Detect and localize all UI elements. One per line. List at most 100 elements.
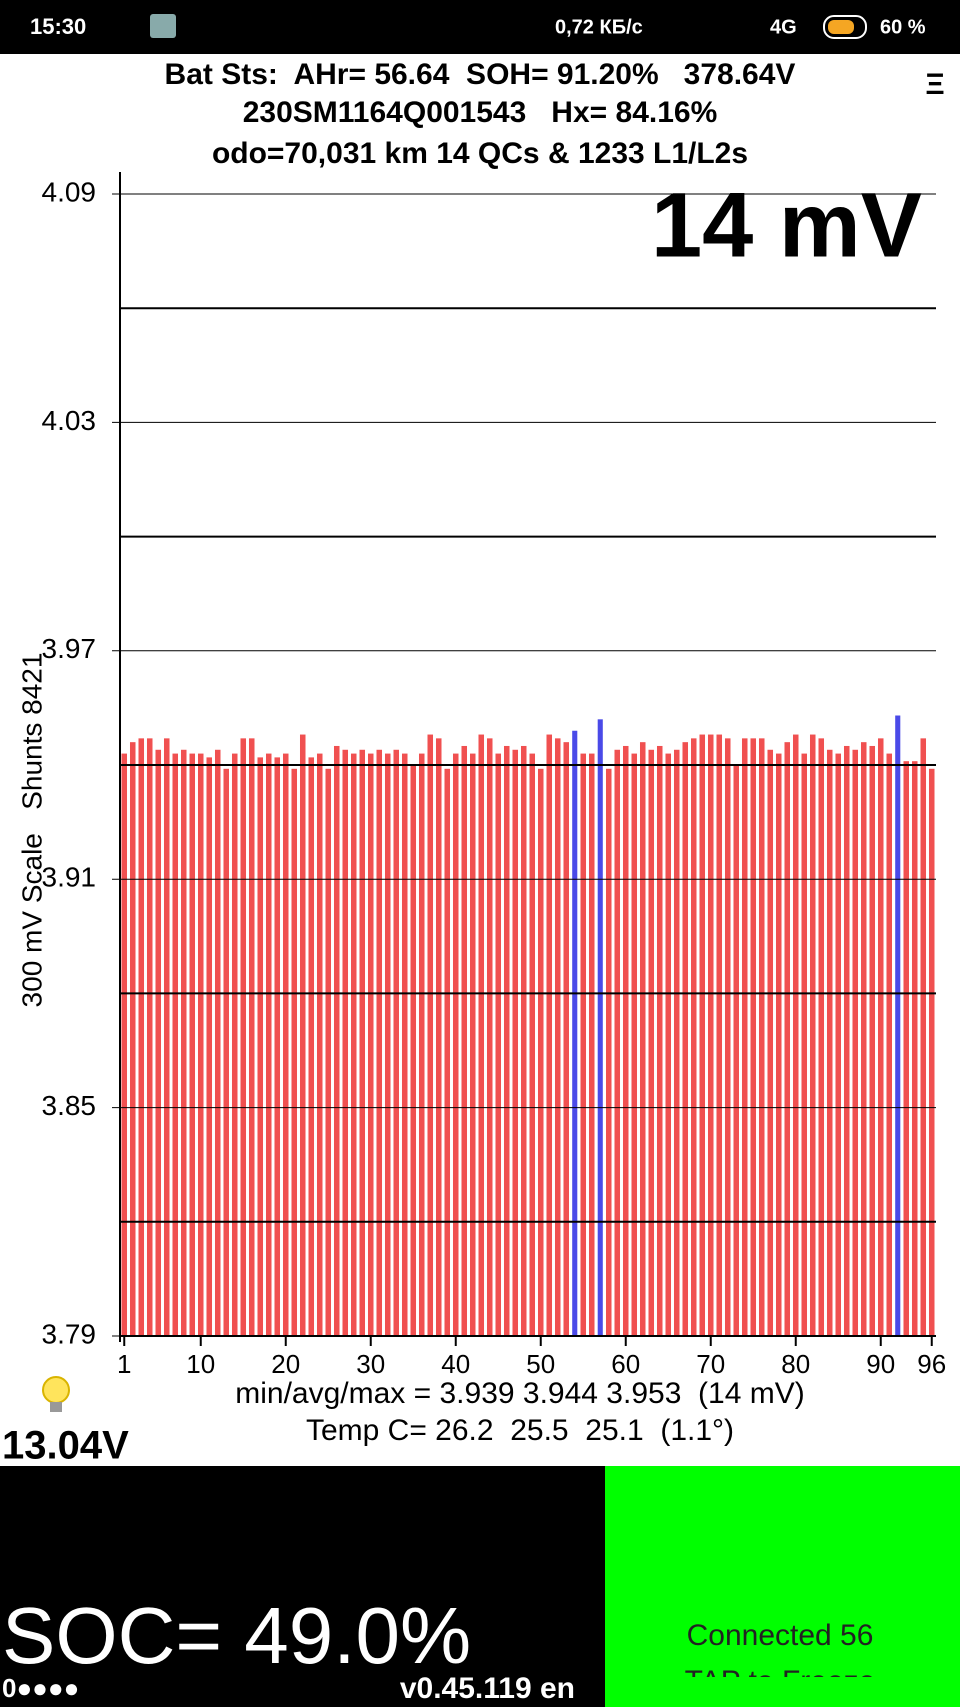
- bar: [367, 753, 374, 1336]
- bar: [920, 738, 927, 1336]
- bar: [469, 753, 476, 1336]
- x-tick-label: 30: [356, 1349, 385, 1379]
- menu-button[interactable]: Ξ: [925, 68, 944, 101]
- soc: SOC= 49.0%: [2, 1591, 471, 1680]
- bar: [750, 738, 757, 1336]
- status-bar: [0, 0, 960, 54]
- y-tick-label: 3.79: [42, 1318, 97, 1349]
- battery-percent: 60 %: [880, 16, 926, 38]
- bar: [572, 730, 578, 1336]
- bar: [189, 753, 196, 1336]
- bar: [478, 734, 485, 1336]
- bar: [384, 753, 391, 1336]
- bar: [129, 742, 136, 1336]
- bar: [656, 745, 663, 1336]
- bar: [308, 757, 315, 1336]
- bar: [342, 749, 349, 1336]
- delta-label: 14 mV: [651, 174, 922, 276]
- bar: [155, 749, 162, 1336]
- bar: [767, 749, 774, 1336]
- bar: [291, 768, 298, 1336]
- notification-icon: [150, 14, 176, 38]
- bar: [903, 761, 910, 1336]
- bar: [401, 753, 408, 1336]
- bar: [852, 749, 859, 1336]
- bar: [265, 753, 272, 1336]
- bar: [665, 753, 672, 1336]
- bar: [775, 753, 782, 1336]
- bar: [580, 753, 587, 1336]
- bar: [197, 753, 204, 1336]
- bar: [138, 738, 145, 1336]
- bar: [741, 738, 748, 1336]
- bar: [690, 738, 697, 1336]
- bar: [597, 719, 603, 1336]
- bar: [614, 749, 621, 1336]
- bar: [316, 753, 323, 1336]
- bar: [206, 757, 213, 1336]
- bar: [503, 745, 510, 1336]
- bar: [172, 753, 179, 1336]
- bar: [180, 749, 187, 1336]
- min-avg-max: min/avg/max = 3.939 3.944 3.953 (14 mV): [235, 1377, 805, 1410]
- x-tick-label: 20: [271, 1349, 300, 1379]
- network-type: 4G: [770, 16, 797, 38]
- y-tick-label: 4.09: [42, 176, 97, 207]
- x-tick-label: 96: [917, 1349, 946, 1379]
- bar: [444, 768, 451, 1336]
- connection-status[interactable]: Connected 56: [687, 1619, 874, 1652]
- x-tick-label: 60: [611, 1349, 640, 1379]
- header-line: Bat Sts: AHr= 56.64 SOH= 91.20% 378.64V: [165, 58, 796, 91]
- bar: [537, 768, 544, 1336]
- temperature: Temp C= 26.2 25.5 25.1 (1.1°): [306, 1414, 734, 1447]
- bar: [121, 753, 128, 1336]
- bar: [843, 745, 850, 1336]
- bar: [418, 753, 425, 1336]
- y-tick-label: 3.91: [42, 862, 97, 893]
- bar: [784, 742, 791, 1336]
- bar: [495, 753, 502, 1336]
- bar: [282, 753, 289, 1336]
- bar: [699, 734, 706, 1336]
- bar: [231, 753, 238, 1336]
- bar: [223, 768, 230, 1336]
- bar: [520, 745, 527, 1336]
- bar: [376, 749, 383, 1336]
- bar: [554, 738, 561, 1336]
- bar: [707, 734, 714, 1336]
- bar: [257, 757, 264, 1336]
- bar: [605, 768, 612, 1336]
- bar: [512, 749, 519, 1336]
- plot: 3.79 3.85 3.91 3.97 4.03 4.09 1 10 20 30 40 50 60 70 8…: [42, 172, 946, 1379]
- bar: [809, 734, 816, 1336]
- bar: [393, 749, 400, 1336]
- bar: [274, 757, 281, 1336]
- header-line: 230SM1164Q001543 Hx= 84.16%: [243, 96, 718, 129]
- bar: [410, 765, 417, 1336]
- y-axis-label: 300 mV Scale Shunts 8421: [16, 653, 47, 1008]
- bar: [911, 761, 918, 1336]
- x-tick-label: 90: [866, 1349, 895, 1379]
- bar: [622, 745, 629, 1336]
- y-tick-label: 3.85: [42, 1090, 97, 1121]
- bar: [648, 749, 655, 1336]
- bar: [860, 742, 867, 1336]
- bar: [546, 734, 553, 1336]
- bar: [427, 734, 434, 1336]
- bar: [818, 738, 825, 1336]
- connection-button[interactable]: [605, 1466, 960, 1707]
- network-speed: 0,72 КБ/с: [555, 16, 643, 38]
- bar: [928, 768, 935, 1336]
- x-tick-label: 70: [696, 1349, 725, 1379]
- bar: [801, 753, 808, 1336]
- bulb-icon: [42, 1376, 70, 1404]
- bar: [486, 738, 493, 1336]
- bar: [682, 742, 689, 1336]
- bar: [146, 738, 153, 1336]
- x-tick-label: 10: [186, 1349, 215, 1379]
- x-tick-label: 80: [781, 1349, 810, 1379]
- bulb-base: [50, 1402, 62, 1412]
- bar: [733, 765, 740, 1336]
- clip-mask: [605, 1677, 960, 1707]
